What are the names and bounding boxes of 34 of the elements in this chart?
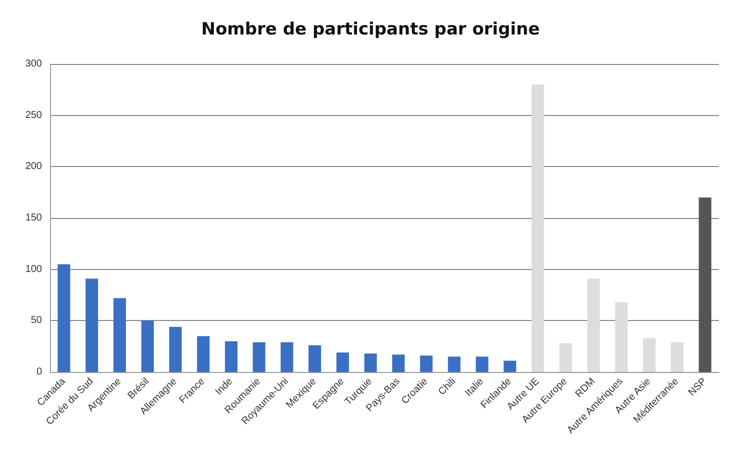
bar <box>141 320 154 372</box>
bar <box>643 338 656 372</box>
bar <box>197 336 210 372</box>
bar <box>504 360 516 372</box>
bar <box>169 326 182 372</box>
bar <box>252 342 266 372</box>
bar <box>615 302 628 372</box>
bar <box>392 354 405 372</box>
bar <box>587 278 600 372</box>
bar <box>364 354 377 372</box>
bar <box>224 341 238 372</box>
bar <box>113 298 126 372</box>
bar <box>420 356 433 372</box>
bar <box>476 356 488 372</box>
bar <box>308 345 322 372</box>
bar <box>58 264 70 372</box>
x-tick-label: Chili <box>436 376 458 398</box>
bar <box>698 197 712 372</box>
y-tick-label: 250 <box>25 110 42 121</box>
y-tick-label: 50 <box>30 315 42 326</box>
y-tick-label: 150 <box>25 212 42 224</box>
y-tick-label: 200 <box>25 161 42 172</box>
bar <box>559 343 572 372</box>
bar <box>670 342 684 372</box>
y-tick-label: 300 <box>25 58 42 70</box>
bar <box>532 84 544 372</box>
bar <box>336 352 349 372</box>
bar <box>86 278 98 372</box>
chart-title: Nombre de participants par origine <box>201 20 540 40</box>
y-tick-label: 0 <box>36 366 42 378</box>
bar <box>448 356 460 372</box>
bar <box>280 342 294 372</box>
x-tick-label: Italie <box>463 376 486 399</box>
y-tick-label: 100 <box>25 264 42 275</box>
